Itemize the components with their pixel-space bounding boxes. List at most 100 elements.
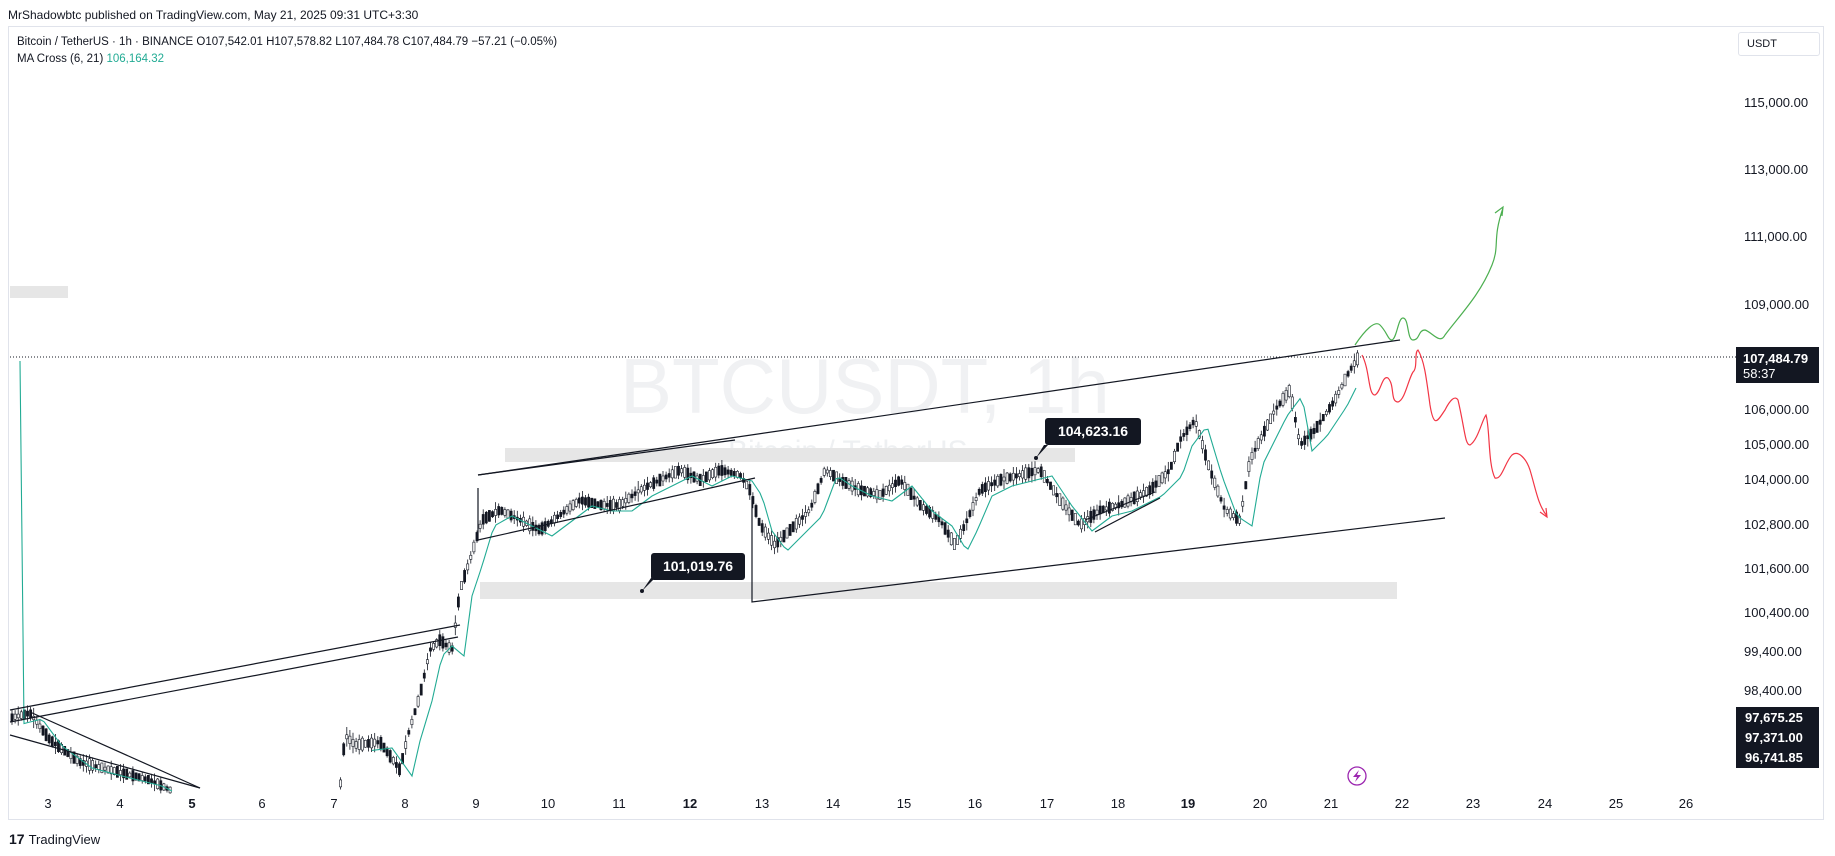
candle-body xyxy=(456,596,460,608)
candle-body xyxy=(342,743,346,756)
legend-symbol[interactable]: Bitcoin / TetherUS · 1h · BINANCE xyxy=(17,36,194,48)
candle-body xyxy=(106,765,110,774)
candle-body xyxy=(413,708,417,715)
callout-low[interactable]: 101,019.76 xyxy=(640,553,745,593)
descending-channel-upper-line[interactable] xyxy=(29,711,201,789)
candle-body xyxy=(677,465,680,476)
candle-body xyxy=(1160,472,1164,484)
candle-body xyxy=(1142,490,1145,497)
candle-body xyxy=(351,739,355,747)
date-axis-label: 9 xyxy=(472,796,479,811)
candle-body xyxy=(1325,410,1328,415)
price-axis[interactable]: 115,000.00 113,000.00 111,000.00 109,000.00… xyxy=(1744,95,1809,698)
candle-body xyxy=(1139,492,1142,498)
candle-body xyxy=(968,510,972,517)
lightning-icon[interactable] xyxy=(1347,766,1367,786)
candle-body xyxy=(602,500,606,510)
candle-body xyxy=(1008,473,1012,482)
date-axis[interactable]: 3 4 5 6 7 8 9 10 11 12 13 14 15 16 17 18 19 20 21 22 23 24 25 2… xyxy=(44,796,1693,811)
candle-body xyxy=(841,476,845,486)
ma-indicator-name[interactable]: MA Cross (6, 21) xyxy=(17,53,104,65)
left-zone-marker[interactable] xyxy=(10,286,68,298)
candle-body xyxy=(980,484,984,494)
descending-channel-lower-line[interactable] xyxy=(9,734,201,789)
candle-body xyxy=(147,774,150,785)
candle-body xyxy=(134,772,138,781)
candle-body xyxy=(568,503,572,512)
candle-body xyxy=(1101,505,1105,513)
candle-body xyxy=(813,491,817,503)
candle-body xyxy=(441,636,445,649)
candle-body xyxy=(401,753,405,765)
candle-body xyxy=(925,505,928,514)
bearish-projection-arrow[interactable] xyxy=(1361,349,1548,519)
small-wedge-upper[interactable] xyxy=(1084,491,1156,521)
main-channel-lower-line[interactable] xyxy=(751,497,1446,603)
price-tag-2: 97,371.00 xyxy=(1745,730,1803,745)
candle-body xyxy=(931,510,935,519)
candle-body xyxy=(624,498,628,504)
long-channel-lower-line[interactable] xyxy=(9,636,459,723)
chart-frame[interactable] xyxy=(8,26,1824,820)
bullish-projection-arrow[interactable] xyxy=(1354,205,1504,346)
candle-body xyxy=(1067,507,1071,516)
candle-body xyxy=(1194,421,1198,427)
flag-channel[interactable] xyxy=(477,477,756,541)
candle-body xyxy=(1011,472,1015,481)
candle-body xyxy=(345,734,349,740)
candle-body xyxy=(484,511,488,524)
candle-body xyxy=(1154,480,1158,488)
candle-body xyxy=(1340,384,1344,389)
candle-body xyxy=(909,487,913,500)
candle-body xyxy=(125,768,129,780)
candle-body xyxy=(1303,435,1307,445)
candle-body xyxy=(1021,470,1025,479)
candle-body xyxy=(615,502,618,508)
candle-body xyxy=(404,741,408,749)
main-channel-upper-line[interactable] xyxy=(477,339,1401,476)
candle-body xyxy=(75,755,79,764)
candle-body xyxy=(599,499,603,511)
candle-body xyxy=(745,480,749,490)
candle-body xyxy=(866,487,870,497)
candle-body xyxy=(410,719,414,725)
candle-body xyxy=(407,730,411,735)
candle-body xyxy=(977,488,981,495)
small-wedge-lower[interactable] xyxy=(1094,497,1161,533)
candle-body xyxy=(491,511,494,518)
current-price-tag: 107,484.79 58:37 xyxy=(1736,347,1819,383)
currency-button[interactable]: USDT xyxy=(1738,32,1820,56)
candle-body xyxy=(419,683,423,696)
date-axis-label: 11 xyxy=(612,796,626,811)
candle-body xyxy=(1297,434,1300,440)
candle-body xyxy=(701,475,705,482)
candle-body xyxy=(103,766,107,771)
candle-body xyxy=(354,741,358,749)
candle-body xyxy=(1253,447,1257,452)
long-channel-upper-line[interactable] xyxy=(9,624,461,711)
price-axis-label: 105,000.00 xyxy=(1744,437,1809,452)
support-zone[interactable] xyxy=(480,582,1397,599)
tradingview-logo[interactable]: 17 TradingView xyxy=(9,831,100,847)
candle-body xyxy=(1176,442,1180,452)
price-axis-label: 100,400.00 xyxy=(1744,605,1809,620)
tradingview-logo-icon: 17 xyxy=(9,831,25,847)
candle-body xyxy=(739,473,742,479)
candle-body xyxy=(1052,485,1056,496)
candle-body xyxy=(119,770,122,776)
candle-body xyxy=(153,780,157,785)
candle-body xyxy=(1039,466,1043,478)
candle-body xyxy=(1073,513,1077,526)
callout-high[interactable]: 104,623.16 xyxy=(1034,418,1141,460)
candle-body xyxy=(1275,405,1279,410)
candle-body xyxy=(472,541,476,553)
candle-body xyxy=(726,469,730,475)
price-axis-label: 101,600.00 xyxy=(1744,561,1809,576)
candle-body xyxy=(1256,438,1260,449)
candle-body xyxy=(605,503,609,507)
candle-body xyxy=(1210,470,1214,479)
candle-body xyxy=(565,506,569,514)
candle-body xyxy=(869,488,873,498)
candle-body xyxy=(918,500,922,511)
